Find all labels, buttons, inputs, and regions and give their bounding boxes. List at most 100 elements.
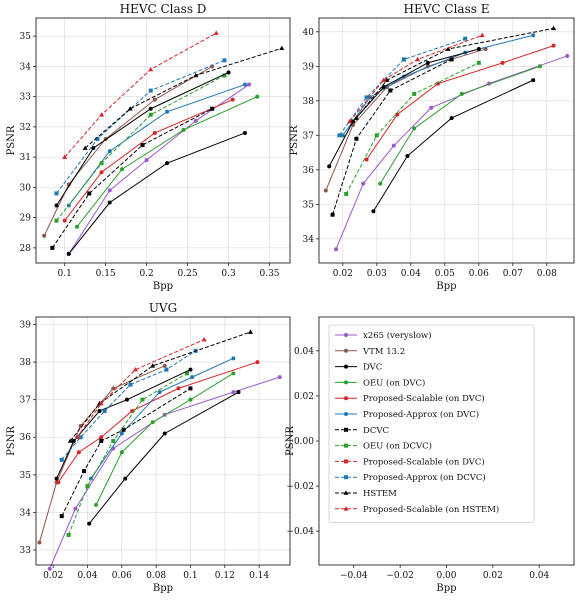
data-point [47, 566, 52, 571]
data-point [128, 382, 133, 387]
data-point [144, 158, 149, 163]
data-point [50, 245, 55, 250]
data-point [337, 133, 342, 138]
data-point [188, 386, 193, 391]
y-tick-label: 0.02 [294, 392, 314, 402]
data-point [354, 136, 359, 141]
data-point [210, 106, 215, 111]
y-tick-label: 0.04 [294, 347, 314, 357]
series-vtm-13-2 [323, 47, 488, 193]
data-point [107, 188, 112, 193]
series-proposed-scalable-on-dvc- [56, 360, 260, 485]
legend-entry: Proposed-Scalable (on DVC) [335, 393, 485, 404]
data-point [551, 43, 556, 48]
data-point [54, 203, 59, 208]
data-point [364, 157, 369, 162]
series-line [51, 108, 213, 249]
data-point [330, 212, 335, 217]
series-vtm-13-2 [37, 363, 167, 545]
series-oeu-on-dvc- [378, 64, 542, 186]
series-line [68, 132, 246, 255]
x-tick-label: 0.02 [43, 571, 63, 581]
series-line [56, 59, 225, 194]
series-line [372, 79, 534, 212]
series-x265-veryslow- [334, 53, 570, 252]
y-tick-label: 34 [303, 235, 315, 245]
series-line [366, 45, 554, 160]
data-point [164, 367, 169, 372]
y-axis-label: PSNR [6, 125, 17, 155]
data-point [391, 143, 396, 148]
series-line [64, 32, 217, 158]
data-point [140, 397, 145, 402]
x-tick-label: 0.15 [96, 269, 116, 279]
data-point [82, 469, 87, 474]
y-tick-label: 36 [303, 166, 315, 176]
series-dcvc [50, 106, 215, 250]
series-line [49, 376, 280, 569]
series-oeu-on-dcvc- [344, 60, 481, 196]
series-line [64, 99, 233, 221]
series-line [335, 55, 568, 250]
data-point [162, 431, 167, 436]
data-point [190, 375, 195, 380]
series-hstem [353, 25, 557, 120]
data-point [388, 88, 393, 93]
x-tick-label: 0.2 [139, 269, 153, 279]
y-tick-label: 33 [20, 93, 32, 103]
legend-label: Proposed-Scalable (on DVC) [363, 456, 485, 467]
y-tick-label: 35 [20, 32, 32, 42]
legend-label: Proposed-Approx (on DVC) [363, 409, 479, 420]
series-line [90, 357, 234, 479]
plot-frame [318, 17, 575, 264]
series-line [76, 96, 258, 228]
series-proposed-scalable-on-dcvc- [54, 367, 193, 481]
series-line [68, 372, 188, 536]
data-point [378, 181, 383, 186]
legend-entry: OEU (on DVC) [335, 377, 425, 388]
data-point [94, 502, 99, 507]
data-point [402, 57, 406, 62]
data-point [323, 188, 328, 193]
data-point [445, 46, 451, 51]
data-point [54, 218, 59, 223]
x-axis-label: Bpp [436, 583, 456, 594]
data-point [381, 85, 386, 90]
legend: x265 (veryslow) VTM 13.2 DVC OEU (on DVC) Pr… [328, 324, 535, 524]
data-point [165, 161, 170, 166]
legend-marker [343, 506, 349, 511]
y-tick-label: 37 [303, 131, 315, 141]
x-axis-label: Bpp [153, 583, 173, 594]
data-point [463, 36, 468, 41]
data-point [361, 181, 366, 186]
series-line [95, 372, 234, 506]
plot-frame [35, 17, 291, 264]
legend-marker [344, 412, 348, 416]
legend-box [328, 324, 535, 524]
legend-marker [344, 380, 348, 385]
chart-panel-1: 0.1 0.15 0.2 0.25 0.3 0.35 28 29 30 31 32 33 34 35 HEV… [6, 2, 291, 292]
data-point [242, 130, 247, 135]
series-line [56, 75, 225, 221]
series-dvc [371, 78, 536, 214]
x-tick-label: −0.04 [340, 571, 368, 581]
data-point [230, 97, 235, 102]
y-tick-label: 35 [20, 471, 32, 481]
series-oeu-on-dvc- [94, 371, 236, 507]
x-tick-label: 0.1 [183, 571, 197, 581]
series-line [38, 365, 165, 543]
data-point [98, 400, 104, 406]
series-proposed-scalable-on-dcvc- [327, 47, 481, 169]
data-point [364, 95, 369, 100]
x-tick-label: 0.02 [333, 269, 353, 279]
data-point [188, 367, 193, 372]
y-tick-label: 35 [303, 200, 315, 210]
series-line [57, 361, 258, 483]
data-point [148, 66, 154, 72]
data-point [500, 60, 505, 65]
data-point [412, 91, 417, 96]
legend-label: x265 (veryslow) [363, 330, 432, 341]
x-tick-label: 0.35 [259, 269, 279, 279]
data-point [347, 118, 353, 124]
